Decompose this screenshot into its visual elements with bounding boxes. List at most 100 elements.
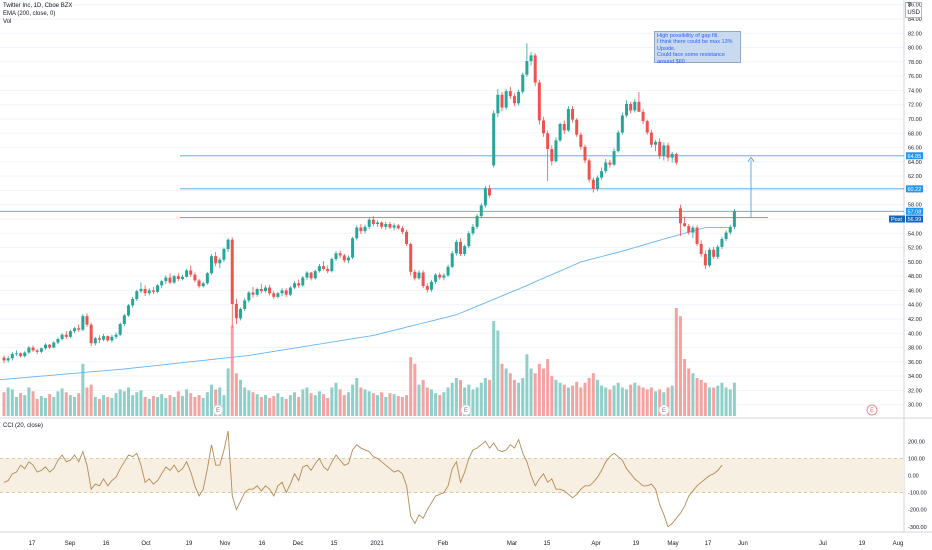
volume-bar — [442, 392, 446, 416]
volume-bar — [305, 387, 309, 416]
candle-body — [654, 141, 658, 145]
legend-vol[interactable]: Vol — [3, 19, 12, 25]
horizontal-levels — [0, 155, 904, 219]
candle-body — [2, 357, 6, 361]
volume-bar — [247, 390, 251, 416]
note-line: High possibility of gap fill. — [657, 33, 719, 39]
volume-bar — [695, 378, 699, 416]
volume-bar — [409, 357, 413, 416]
volume-bar — [463, 387, 467, 416]
price-tick-label: 46.00 — [908, 288, 922, 294]
volume-bar — [703, 382, 707, 416]
candle-body — [139, 288, 143, 292]
currency-badge[interactable]: T USD — [905, 2, 922, 18]
volume-bar — [678, 316, 682, 416]
volume-bar — [496, 330, 500, 416]
candle-body — [85, 316, 89, 325]
candle-body — [305, 272, 309, 278]
candle-body — [421, 272, 425, 287]
time-tick-label: 15 — [544, 541, 551, 547]
volume-bar — [500, 363, 504, 416]
volume-bar — [649, 387, 653, 416]
volume-bar — [276, 393, 280, 416]
volume-bar — [583, 382, 587, 416]
candle-body — [239, 308, 243, 319]
volume-bar — [425, 387, 429, 416]
candles — [2, 43, 736, 364]
volume-bar — [359, 387, 363, 416]
volume-bar — [214, 389, 218, 416]
candle-body — [35, 350, 39, 352]
candle-body — [214, 256, 218, 264]
candle-body — [205, 273, 209, 284]
volume-bar — [68, 395, 72, 416]
volume-bar — [488, 379, 492, 416]
candle-body — [97, 338, 101, 340]
legend-symbol[interactable]: Twitter Inc, 1D, Cboe BZX — [3, 3, 73, 9]
candle-body — [454, 241, 458, 254]
post-tag — [889, 215, 905, 223]
volume-bar — [376, 395, 379, 416]
candle-body — [255, 288, 259, 295]
candle-body — [496, 94, 500, 114]
volume-bar — [633, 382, 637, 416]
volume-bar — [683, 359, 687, 416]
volume-bar — [77, 393, 81, 416]
volume-bar — [600, 385, 604, 416]
volume-bar — [64, 392, 68, 416]
candle-body — [201, 283, 205, 287]
price-tick-label: 30.00 — [908, 403, 922, 409]
candle-body — [678, 208, 682, 224]
candle-body — [475, 216, 479, 227]
annotation-note[interactable]: High possibility of gap fill. I think th… — [654, 31, 741, 65]
note-line: I think there could be max 13% — [657, 39, 733, 46]
candle-body — [529, 55, 533, 62]
candle-body — [695, 227, 699, 244]
volume-bar — [388, 393, 392, 416]
earnings-marker: E — [212, 404, 224, 416]
volume-bar — [284, 398, 288, 416]
price-tick-label: 72.00 — [908, 103, 922, 109]
candle-body — [550, 148, 554, 162]
price-tick-label: 66.00 — [908, 146, 922, 152]
candle-body — [317, 266, 321, 272]
earnings-marker: E — [460, 404, 472, 416]
candle-body — [355, 227, 359, 239]
candle-body — [483, 188, 487, 206]
candle-body — [247, 292, 251, 301]
volume-bar — [52, 397, 56, 416]
candle-body — [558, 123, 562, 141]
time-tick-label: Nov — [220, 541, 231, 547]
price-tick-label: 82.00 — [908, 31, 922, 37]
cci-tick-label: 100.00 — [908, 456, 925, 462]
candle-body — [525, 61, 529, 75]
candle-body — [293, 283, 296, 288]
cci-line — [3, 430, 723, 528]
candle-body — [571, 108, 575, 120]
candle-body — [492, 113, 496, 166]
volume-bar — [720, 382, 724, 416]
legend-ema[interactable]: EMA (200, close, 0) — [3, 11, 56, 17]
volume-bar — [342, 395, 346, 416]
candle-body — [93, 338, 97, 344]
volume-bar — [637, 385, 641, 416]
volume-bar — [728, 389, 732, 416]
candle-body — [288, 287, 292, 295]
time-tick-label: 17 — [29, 541, 36, 547]
volume-bar — [708, 387, 711, 416]
volume-bar — [429, 389, 433, 416]
legend-cci[interactable]: CCI (20, close) — [3, 423, 44, 429]
candle-body — [595, 177, 599, 189]
candle-body — [151, 290, 155, 292]
candle-body — [450, 253, 454, 267]
volume-bar — [421, 379, 425, 416]
candle-body — [334, 253, 338, 259]
candle-body — [641, 111, 645, 122]
price-tick-label: 74.00 — [908, 88, 922, 94]
volume-bar — [193, 397, 197, 416]
candle-body — [616, 132, 620, 152]
volume-bar — [27, 387, 31, 416]
earnings-circle — [460, 404, 472, 416]
candle-body — [322, 266, 326, 269]
